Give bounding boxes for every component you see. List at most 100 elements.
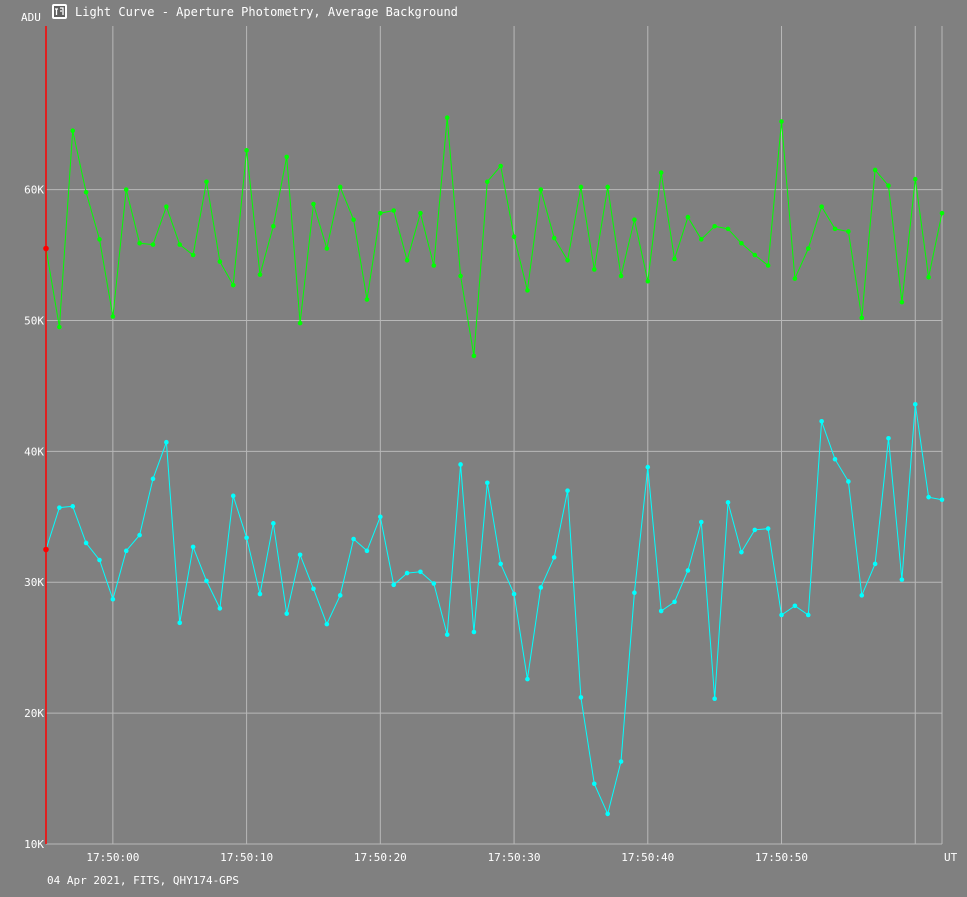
y-axis-label: ADU — [21, 11, 41, 24]
data-point — [886, 435, 891, 441]
x-axis-label: UT — [944, 851, 958, 864]
data-point — [230, 493, 236, 499]
data-point — [190, 252, 196, 258]
data-point — [150, 242, 156, 247]
series-2 — [43, 401, 945, 817]
data-point — [752, 527, 758, 533]
time-cursor[interactable] — [43, 26, 49, 844]
cursor-marker — [43, 546, 49, 553]
data-point — [525, 676, 530, 682]
data-point — [391, 582, 397, 588]
data-point — [418, 210, 423, 216]
data-point — [418, 569, 423, 575]
data-point — [190, 544, 196, 550]
data-point — [137, 240, 142, 246]
data-point — [284, 611, 290, 616]
data-point — [204, 578, 209, 584]
series-line — [45, 117, 943, 356]
data-point — [284, 154, 290, 160]
data-point — [431, 581, 437, 586]
data-point — [257, 272, 263, 277]
data-point — [685, 568, 691, 573]
data-point — [511, 234, 517, 240]
data-point — [337, 593, 343, 598]
data-point — [311, 201, 316, 207]
data-point — [618, 759, 624, 764]
data-point — [271, 223, 276, 229]
y-tick-labels: 10K 20K 30K 40K 50K 60K — [24, 184, 44, 851]
data-point — [123, 548, 129, 554]
data-point — [658, 170, 664, 175]
data-point — [257, 591, 263, 597]
data-point — [739, 549, 744, 555]
data-point — [578, 184, 584, 190]
data-point — [565, 488, 570, 493]
data-point — [110, 596, 116, 602]
data-point — [458, 273, 463, 279]
data-point — [458, 462, 463, 467]
data-point — [752, 252, 758, 258]
x-tick-label: 17:50:10 — [220, 851, 273, 864]
data-point — [511, 591, 517, 597]
data-point — [578, 695, 584, 700]
data-point — [765, 526, 771, 531]
y-tick-label: 50K — [24, 314, 44, 327]
data-point — [204, 179, 209, 185]
cursor-marker — [43, 245, 49, 252]
data-point — [404, 257, 410, 263]
data-point — [123, 187, 129, 192]
chart-title: Light Curve - Aperture Photometry, Avera… — [75, 5, 458, 19]
series-1 — [43, 115, 945, 359]
series-line — [45, 404, 943, 816]
data-point — [137, 532, 142, 538]
data-point — [364, 548, 370, 554]
data-point — [792, 276, 798, 281]
data-point — [97, 557, 102, 563]
data-point — [618, 273, 624, 279]
data-point — [591, 267, 597, 272]
data-point — [297, 320, 303, 326]
data-point — [926, 494, 931, 500]
data-point — [632, 217, 637, 223]
data-point — [859, 315, 865, 321]
data-point — [591, 781, 597, 787]
title-bar: Light Curve - Aperture Photometry, Avera… — [52, 4, 458, 19]
data-point — [805, 246, 811, 251]
data-point — [712, 696, 717, 702]
data-point — [471, 353, 477, 359]
y-tick-label: 60K — [24, 184, 44, 197]
x-tick-label: 17:50:40 — [621, 851, 674, 864]
data-point — [899, 577, 905, 582]
data-point — [779, 612, 784, 618]
y-tick-label: 10K — [24, 838, 44, 851]
data-point — [551, 555, 557, 560]
data-point — [164, 204, 169, 209]
data-point — [899, 299, 905, 305]
data-point — [431, 263, 437, 268]
data-point — [779, 119, 784, 124]
data-point — [765, 263, 771, 268]
data-point — [83, 540, 89, 546]
data-point — [324, 246, 330, 251]
data-point — [565, 257, 570, 263]
data-series — [43, 115, 945, 817]
data-point — [57, 505, 62, 510]
data-point — [645, 464, 651, 470]
data-point — [525, 288, 530, 293]
data-point — [645, 278, 651, 284]
data-point — [551, 235, 557, 241]
data-point — [912, 176, 918, 182]
data-point — [939, 210, 945, 216]
data-point — [872, 561, 878, 567]
x-tick-label: 17:50:20 — [354, 851, 407, 864]
data-point — [485, 480, 490, 486]
data-point — [725, 500, 731, 505]
data-point — [926, 274, 931, 280]
data-point — [271, 521, 276, 526]
data-point — [217, 259, 223, 264]
data-point — [886, 183, 891, 188]
data-point — [164, 439, 169, 445]
data-point — [846, 229, 851, 234]
data-point — [739, 240, 744, 246]
data-point — [605, 184, 610, 190]
